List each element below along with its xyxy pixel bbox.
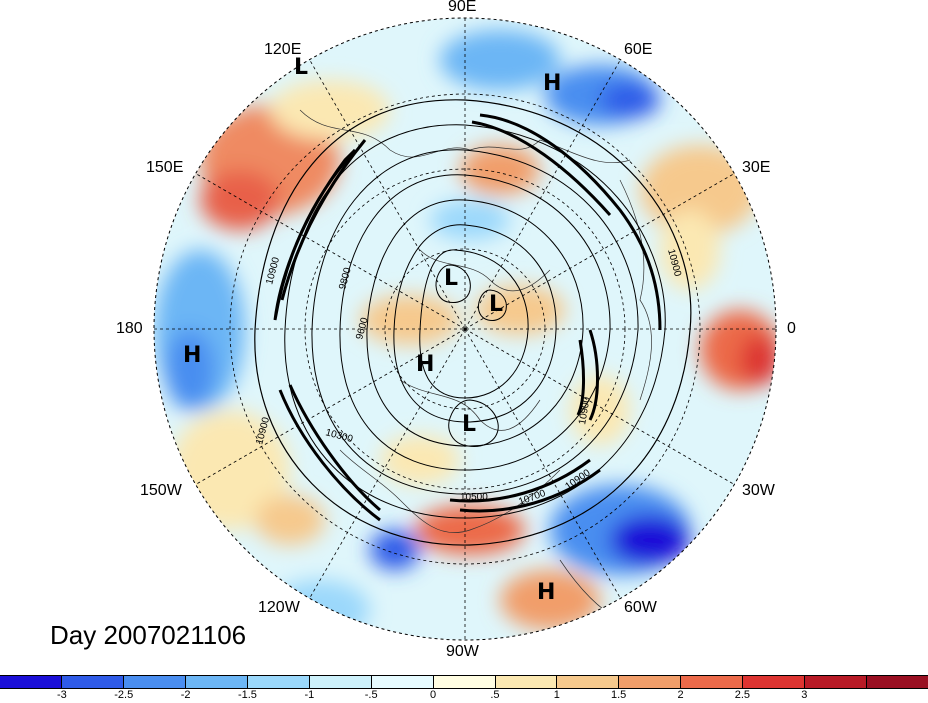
lon-label-120e: 120E: [264, 41, 302, 58]
lon-label-180: 180: [116, 320, 143, 337]
colorbar-segment: [743, 676, 806, 688]
lon-label-150w: 150W: [140, 482, 182, 499]
lon-label-30e: 30E: [742, 159, 771, 176]
map-title: Day 2007021106: [50, 620, 247, 650]
graticule: [154, 18, 776, 640]
colorbar: [0, 675, 928, 689]
high-pressure-marker: H: [183, 343, 202, 368]
height-contours: [254, 99, 692, 546]
colorbar-tick-label: 1: [553, 689, 560, 701]
low-pressure-marker: L: [444, 266, 459, 291]
low-pressure-marker: L: [294, 55, 309, 80]
colorbar-tick-labels: -3 -2.5 -2 -1.5 -1 -.5 0 .5 1 1.5 2 2.5 3: [0, 689, 928, 703]
colorbar-segment: [371, 676, 434, 688]
lon-label-90e: 90E: [448, 0, 477, 15]
colorbar-segment: [185, 676, 248, 688]
colorbar-tick-label: 1.5: [611, 689, 627, 701]
lon-label-60e: 60E: [624, 41, 653, 58]
colorbar-tick-label: 2.5: [734, 689, 751, 701]
colorbar-tick-label: .5: [490, 689, 500, 701]
lon-label-30w: 30W: [742, 482, 775, 499]
contour-label: 10900: [577, 396, 593, 426]
lon-label-150e: 150E: [146, 159, 184, 176]
contour-label: 10500: [460, 492, 488, 503]
lon-label-120w: 120W: [258, 599, 300, 616]
low-pressure-marker: L: [462, 412, 477, 437]
colorbar-tick-label: -2.5: [114, 689, 134, 701]
colorbar-tick-label: -2: [180, 689, 191, 701]
colorbar-segment: [495, 676, 558, 688]
colorbar-segment: [61, 676, 124, 688]
high-pressure-marker: H: [537, 580, 556, 605]
colorbar-tick-label: -3: [56, 689, 67, 701]
colorbar-segment: [433, 676, 496, 688]
colorbar-segment: [681, 676, 744, 688]
jet-contours: [273, 113, 662, 522]
low-pressure-marker: L: [489, 292, 504, 317]
colorbar-segment: [867, 676, 928, 688]
high-pressure-marker: H: [416, 352, 435, 377]
colorbar-segment: [557, 676, 620, 688]
colorbar-tick-label: 0: [430, 689, 437, 701]
lon-label-90w: 90W: [446, 643, 479, 660]
colorbar-segment: [805, 676, 868, 688]
colorbar-tick-label: 3: [801, 689, 808, 701]
colorbar-segment: [247, 676, 310, 688]
high-pressure-marker: H: [543, 71, 562, 96]
colorbar-tick-label: -1.5: [237, 689, 257, 701]
lon-label-60w: 60W: [624, 599, 657, 616]
colorbar-segment: [309, 676, 372, 688]
map-boundary: [153, 17, 777, 641]
colorbar-segment: [123, 676, 186, 688]
coastlines: [299, 109, 652, 621]
lon-label-0: 0: [787, 320, 796, 337]
colorbar-tick-label: -.5: [364, 689, 378, 701]
colorbar-segment: [619, 676, 682, 688]
colorbar-segment: [0, 676, 62, 688]
colorbar-tick-label: -1: [304, 689, 315, 701]
colorbar-tick-label: 2: [677, 689, 684, 701]
